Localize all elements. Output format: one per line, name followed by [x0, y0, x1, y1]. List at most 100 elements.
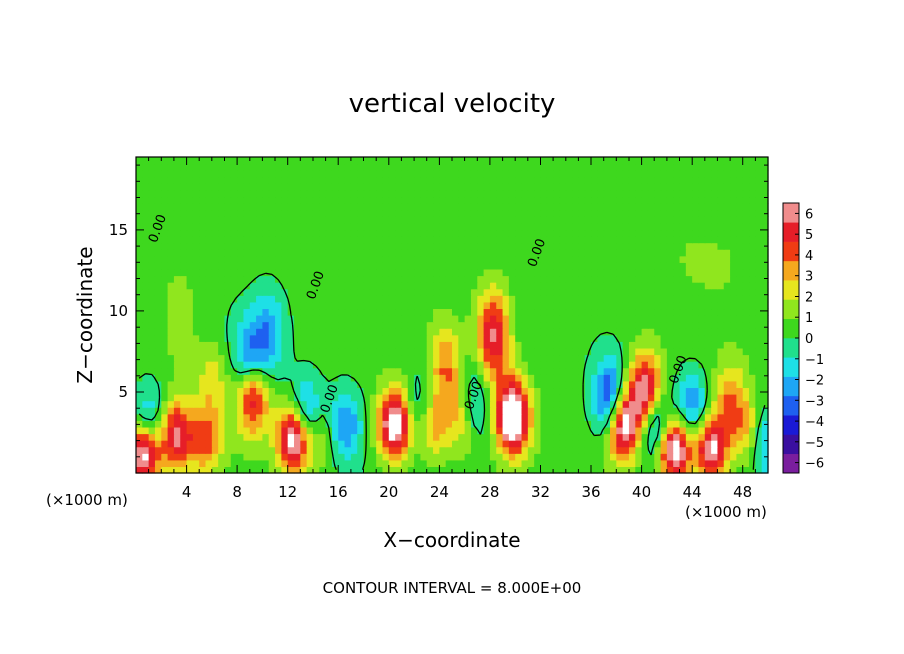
heat-cell — [173, 400, 181, 408]
heat-cell — [685, 420, 693, 428]
heat-cell — [237, 420, 245, 428]
heat-cell — [496, 315, 504, 323]
heat-cell — [502, 400, 510, 408]
heat-cell — [628, 275, 636, 283]
heat-cell — [742, 196, 750, 204]
heat-cell — [325, 189, 333, 198]
heat-cell — [445, 453, 453, 461]
heat-cell — [742, 367, 750, 375]
heat-cell — [647, 315, 655, 323]
heat-cell — [584, 407, 592, 415]
heat-cell — [597, 229, 605, 237]
heat-cell — [382, 413, 390, 421]
heat-cell — [344, 400, 352, 408]
heat-cell — [338, 163, 346, 171]
heat-cell — [306, 446, 314, 454]
heat-cell — [470, 275, 478, 283]
heat-cell — [666, 413, 674, 421]
heat-cell — [717, 163, 725, 171]
heat-cell — [698, 163, 706, 171]
heat-cell — [660, 453, 668, 461]
heat-cell — [211, 242, 219, 250]
heat-cell — [685, 255, 693, 263]
heat-cell — [142, 216, 150, 224]
heat-cell — [350, 255, 358, 263]
heat-cell — [262, 374, 270, 382]
heat-cell — [344, 189, 352, 198]
heat-cell — [685, 459, 693, 468]
heat-cell — [685, 321, 693, 329]
heat-cell — [470, 459, 478, 468]
heat-cell — [616, 446, 624, 454]
heat-cell — [249, 249, 257, 257]
heat-cell — [192, 262, 200, 270]
heat-cell — [603, 301, 611, 310]
heat-cell — [647, 400, 655, 408]
heat-cell — [136, 275, 143, 283]
heat-cell — [186, 315, 194, 323]
heat-cell — [350, 380, 358, 389]
heat-cell — [414, 347, 421, 356]
heat-cell — [369, 268, 377, 277]
heat-cell — [464, 196, 472, 204]
heat-cell — [565, 328, 573, 336]
heat-cell — [224, 163, 232, 171]
heat-cell — [186, 328, 194, 336]
heat-cell — [211, 288, 219, 296]
heat-cell — [312, 282, 320, 290]
heat-cell — [515, 275, 523, 283]
heat-cell — [692, 222, 700, 231]
heat-cell — [148, 209, 156, 217]
heat-cell — [136, 163, 143, 171]
heat-cell — [268, 157, 276, 165]
heat-cell — [382, 288, 390, 296]
heat-cell — [363, 420, 371, 428]
heat-cell — [218, 413, 226, 421]
heat-cell — [610, 361, 617, 369]
heat-cell — [749, 262, 756, 270]
heat-cell — [224, 440, 232, 448]
heat-cell — [489, 407, 497, 415]
heat-cell — [167, 222, 175, 231]
heat-cell — [224, 295, 232, 303]
heat-cell — [426, 189, 434, 198]
heat-cell — [376, 295, 384, 303]
heat-cell — [749, 420, 756, 428]
heat-cell — [534, 183, 542, 191]
heat-cell — [192, 157, 200, 165]
heat-cell — [483, 209, 491, 217]
heat-cell — [249, 328, 257, 336]
heat-cell — [180, 380, 188, 389]
heat-cell — [237, 354, 245, 362]
heat-cell — [275, 433, 282, 441]
heat-cell — [647, 446, 655, 454]
heat-cell — [610, 196, 617, 204]
heat-cell — [136, 268, 143, 277]
heat-cell — [407, 301, 415, 310]
heat-cell — [357, 315, 365, 323]
heat-cell — [414, 229, 421, 237]
heat-cell — [357, 249, 365, 257]
heat-cell — [755, 334, 763, 342]
heat-cell — [161, 176, 169, 184]
heat-cell — [433, 189, 440, 198]
heat-cell — [622, 453, 630, 461]
heat-cell — [711, 433, 719, 441]
heat-cell — [439, 426, 447, 435]
heat-cell — [300, 203, 308, 211]
heat-cell — [388, 209, 396, 217]
heat-cell — [673, 170, 681, 178]
heat-cell — [521, 367, 529, 375]
heat-cell — [521, 394, 529, 402]
heat-cell — [610, 407, 617, 415]
heat-cell — [192, 387, 200, 395]
heat-cell — [237, 196, 245, 204]
heat-cell — [407, 236, 415, 244]
heat-cell — [616, 163, 624, 171]
heat-cell — [755, 203, 763, 211]
heat-cell — [527, 216, 535, 224]
heat-cell — [161, 400, 169, 408]
heat-cell — [161, 236, 169, 244]
heat-cell — [275, 242, 282, 250]
heat-cell — [136, 400, 143, 408]
